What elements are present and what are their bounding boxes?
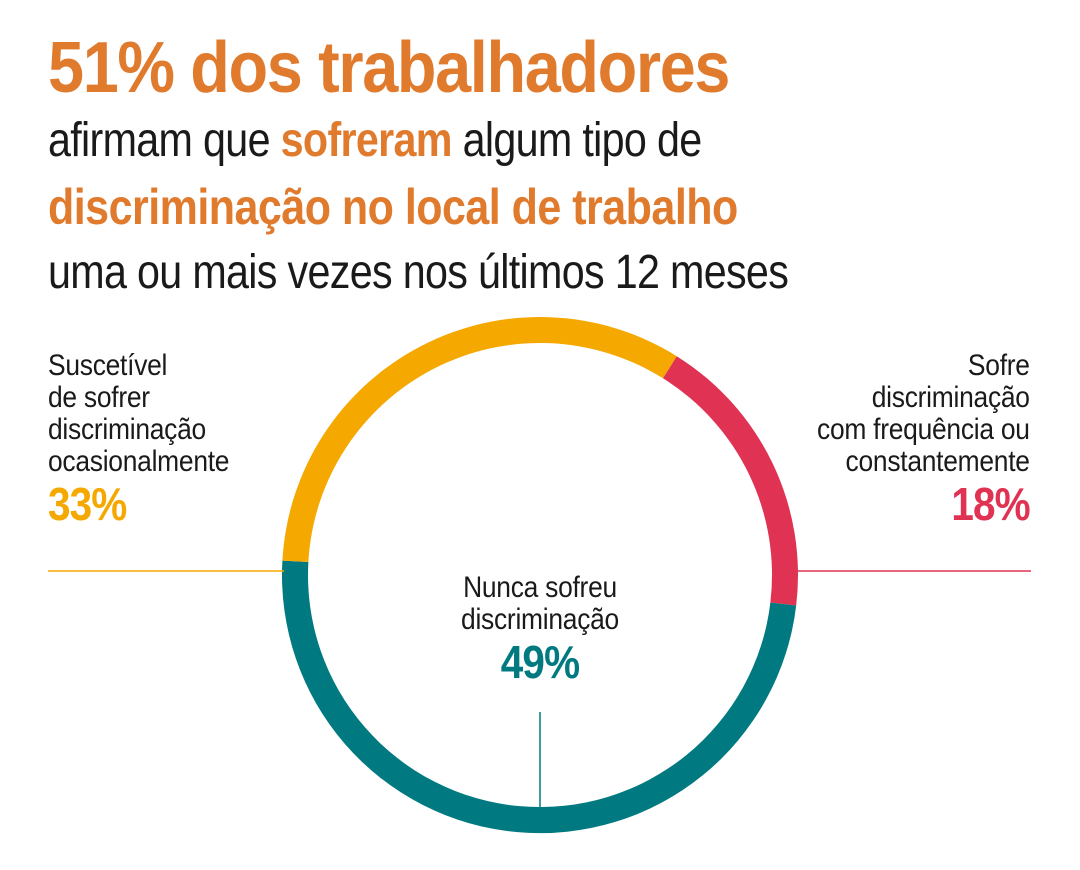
headline-line-2-emphasis: sofreram [280, 114, 453, 167]
leader-lines [48, 570, 1031, 811]
slice-label-occasional-line: Suscetível [48, 349, 168, 382]
slice-label-never: Nunca sofreu discriminação 49% [408, 571, 672, 689]
slice-value-never: 49% [500, 636, 580, 688]
donut-slices [281, 316, 799, 834]
headline-line-2-start: afirmam que [48, 114, 281, 167]
headline-line-3: discriminação no local de trabalho [48, 179, 738, 235]
headline-line-2-end: algum tipo de [451, 114, 703, 167]
slice-label-never-line: Nunca sofreu [463, 571, 617, 604]
donut-slice-occasional [282, 316, 677, 563]
slice-label-occasional: Suscetível de sofrer discriminação ocasi… [48, 349, 230, 531]
slice-value-frequent: 18% [951, 478, 1031, 530]
headline-line-2: afirmam que sofreram algum tipo de [48, 108, 917, 174]
slice-label-frequent-line: constantemente [845, 445, 1030, 478]
donut-slice-frequent [662, 356, 799, 606]
slice-label-frequent-line: Sofre [968, 349, 1030, 382]
headline-line-1: 51% dos trabalhadores [48, 28, 730, 108]
slice-label-frequent-line: discriminação [872, 381, 1030, 414]
slice-label-frequent: Sofre discriminação com frequência ou co… [817, 349, 1031, 531]
slice-value-occasional: 33% [48, 478, 127, 530]
slice-label-never-line: discriminação [461, 603, 619, 636]
slice-label-occasional-line: de sofrer [48, 381, 150, 414]
slice-label-occasional-line: discriminação [48, 413, 206, 446]
slice-label-frequent-line: com frequência ou [817, 413, 1030, 446]
slice-label-occasional-line: ocasionalmente [48, 445, 230, 478]
headline: 51% dos trabalhadores afirmam que sofrer… [48, 28, 1058, 306]
headline-line-4: uma ou mais vezes nos últimos 12 meses [48, 246, 789, 299]
